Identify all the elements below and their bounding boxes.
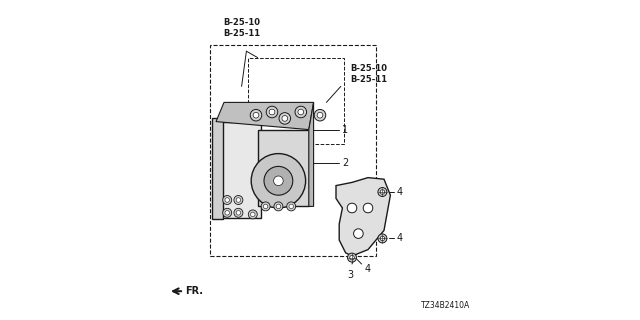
Circle shape: [223, 208, 232, 217]
Polygon shape: [216, 102, 314, 130]
Bar: [210, 45, 376, 256]
Circle shape: [236, 211, 241, 215]
Bar: [248, 58, 344, 144]
Circle shape: [250, 212, 255, 217]
Circle shape: [248, 210, 257, 219]
Circle shape: [236, 198, 241, 202]
Circle shape: [378, 188, 387, 196]
Circle shape: [276, 204, 280, 209]
FancyBboxPatch shape: [212, 118, 223, 219]
Circle shape: [261, 202, 270, 211]
Circle shape: [225, 198, 230, 202]
Circle shape: [279, 113, 291, 124]
Circle shape: [380, 236, 385, 241]
Polygon shape: [309, 102, 314, 206]
Circle shape: [264, 166, 292, 195]
Circle shape: [380, 190, 385, 194]
Circle shape: [364, 203, 372, 213]
Circle shape: [349, 255, 355, 260]
Circle shape: [269, 109, 275, 115]
Circle shape: [225, 211, 230, 215]
Circle shape: [348, 253, 356, 262]
Text: B-25-10
B-25-11: B-25-10 B-25-11: [223, 18, 260, 38]
Text: 4: 4: [397, 187, 403, 197]
Circle shape: [314, 109, 326, 121]
Text: FR.: FR.: [186, 286, 204, 296]
Circle shape: [273, 176, 283, 186]
Circle shape: [250, 109, 262, 121]
Circle shape: [353, 229, 364, 238]
Circle shape: [295, 106, 307, 118]
Circle shape: [347, 203, 357, 213]
Circle shape: [378, 234, 387, 243]
Circle shape: [317, 112, 323, 118]
Circle shape: [234, 196, 243, 204]
Circle shape: [234, 208, 243, 217]
Text: 1: 1: [342, 124, 349, 135]
Text: 4: 4: [365, 264, 371, 274]
Circle shape: [253, 112, 259, 118]
Circle shape: [298, 109, 304, 115]
Text: TZ34B2410A: TZ34B2410A: [421, 301, 470, 310]
Circle shape: [289, 204, 293, 209]
Text: B-25-10
B-25-11: B-25-10 B-25-11: [351, 64, 388, 84]
Circle shape: [282, 116, 288, 121]
Circle shape: [251, 154, 306, 208]
Text: 3: 3: [348, 270, 353, 280]
FancyBboxPatch shape: [216, 122, 261, 218]
Circle shape: [264, 204, 268, 209]
Circle shape: [287, 202, 296, 211]
Text: 4: 4: [397, 233, 403, 244]
Circle shape: [223, 196, 232, 204]
Circle shape: [274, 202, 283, 211]
FancyBboxPatch shape: [258, 130, 308, 206]
Text: 2: 2: [342, 158, 349, 168]
Polygon shape: [336, 178, 390, 256]
Circle shape: [266, 106, 278, 118]
